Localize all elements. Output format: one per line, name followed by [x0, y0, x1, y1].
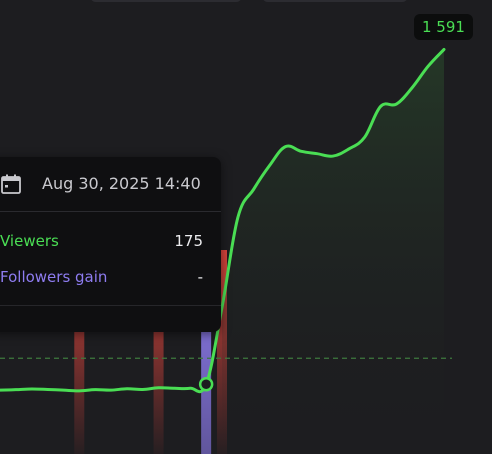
highlight-point: [198, 376, 214, 392]
viewers-label: Viewers: [0, 232, 59, 250]
calendar-icon: [1, 174, 21, 194]
tooltip-row-followers: Followers gain -: [0, 268, 203, 290]
event-bar-1: [153, 250, 164, 454]
tooltip-header: Aug 30, 2025 14:40: [0, 157, 221, 212]
viewers-value: 175: [174, 232, 203, 250]
data-tooltip: Aug 30, 2025 14:40 Viewers 175 Followers…: [0, 157, 221, 332]
peak-value-badge: 1 591: [414, 14, 473, 40]
tooltip-divider: [0, 305, 221, 306]
viewers-line: [0, 47, 446, 394]
top-control-left[interactable]: [90, 0, 242, 2]
top-control-right[interactable]: [262, 0, 408, 2]
followers-gain-value: -: [197, 268, 203, 286]
followers-gain-label: Followers gain: [0, 268, 108, 286]
tooltip-date: Aug 30, 2025 14:40: [42, 174, 201, 193]
followers-gain-bar: [201, 250, 212, 454]
viewers-area: [222, 49, 444, 454]
event-bar-0: [74, 250, 85, 454]
tooltip-row-viewers: Viewers 175: [0, 232, 203, 254]
